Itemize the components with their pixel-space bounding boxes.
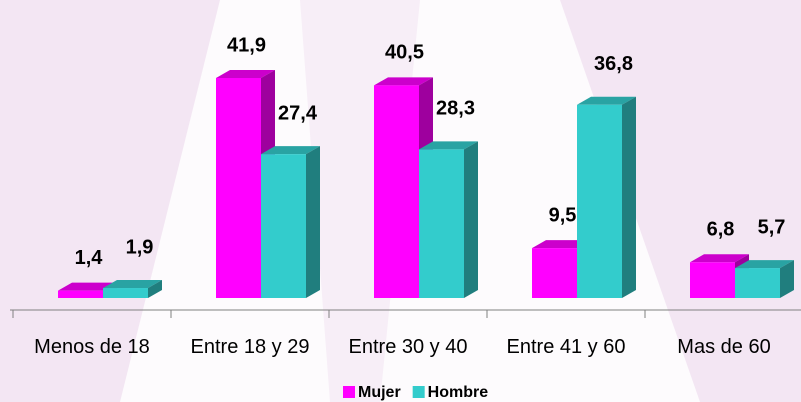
legend-label: Mujer — [358, 384, 401, 401]
bar-top — [532, 240, 591, 249]
bar — [577, 104, 622, 298]
bar — [735, 268, 780, 298]
x-tick-label: Entre 30 y 40 — [348, 336, 468, 358]
bar-top — [103, 280, 162, 289]
bar — [58, 290, 103, 298]
bar-side — [464, 141, 478, 298]
bar-top — [261, 146, 320, 155]
bar-side — [306, 146, 320, 298]
bar-top — [374, 77, 433, 86]
bar-top — [419, 141, 478, 150]
legend-swatch — [343, 386, 355, 398]
x-tick-label: Entre 18 y 29 — [190, 336, 310, 358]
bar — [419, 149, 464, 298]
legend-swatch — [412, 386, 425, 398]
data-label: 28,3 — [436, 98, 475, 120]
data-label: 5,7 — [758, 216, 786, 238]
bar-side — [148, 280, 162, 298]
bar — [216, 78, 261, 298]
data-label: 1,4 — [75, 247, 104, 269]
data-label: 1,9 — [126, 236, 154, 258]
bar-side — [622, 96, 636, 298]
bar — [690, 262, 735, 298]
legend-label: Hombre — [428, 384, 489, 401]
data-label: 36,8 — [594, 53, 633, 75]
bar-top — [577, 96, 636, 105]
bar — [374, 85, 419, 299]
data-label: 40,5 — [385, 42, 424, 64]
data-label: 27,4 — [278, 102, 318, 124]
x-tick-label: Mas de 60 — [677, 336, 771, 358]
bar — [261, 154, 306, 298]
data-label: 41,9 — [227, 34, 266, 56]
x-tick-label: Menos de 18 — [34, 336, 150, 358]
bar — [103, 288, 148, 298]
bar-top — [690, 254, 749, 263]
data-label: 9,5 — [549, 204, 577, 226]
x-tick-label: Entre 41 y 60 — [506, 336, 626, 358]
bar-top — [735, 260, 794, 269]
bar-top — [216, 70, 275, 78]
bar-top — [58, 282, 117, 291]
data-label: 6,8 — [707, 219, 735, 241]
bar-side — [780, 260, 794, 298]
bar — [532, 248, 577, 298]
